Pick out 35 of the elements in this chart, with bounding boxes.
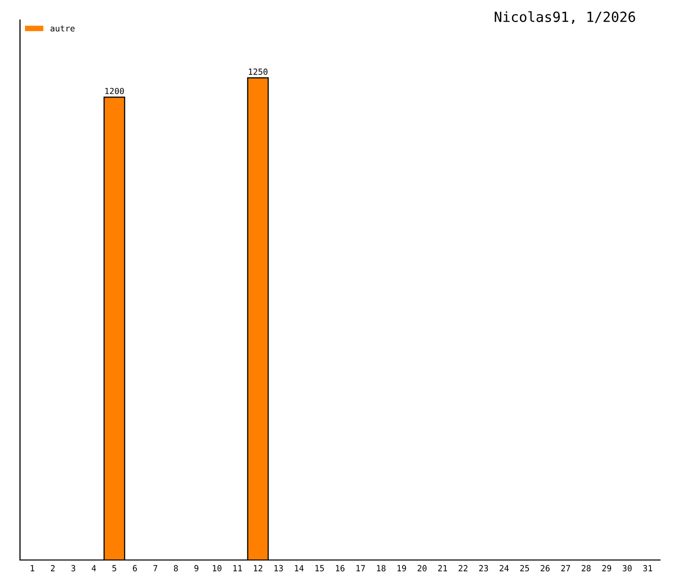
x-tick-label: 8 bbox=[174, 565, 178, 572]
x-tick-label: 15 bbox=[315, 565, 324, 572]
x-tick-label: 12 bbox=[254, 565, 262, 572]
chart-title: Nicolas91, 1/2026 bbox=[494, 11, 636, 24]
x-tick-label: 9 bbox=[194, 565, 198, 572]
data-label: 1200 bbox=[105, 88, 124, 94]
x-tick-label: 6 bbox=[132, 565, 137, 572]
x-tick-label: 16 bbox=[336, 565, 344, 572]
x-tick-label: 21 bbox=[438, 565, 448, 572]
x-tick-label: 18 bbox=[377, 565, 386, 572]
x-tick-label: 3 bbox=[71, 565, 76, 572]
x-tick-label: 24 bbox=[500, 565, 509, 572]
x-tick-label: 1 bbox=[30, 565, 34, 572]
x-tick-label: 28 bbox=[582, 565, 591, 572]
x-tick-label: 17 bbox=[356, 565, 365, 572]
x-tick-label: 11 bbox=[233, 565, 242, 572]
x-tick-label: 14 bbox=[294, 565, 304, 572]
x-tick-label: 10 bbox=[212, 565, 222, 572]
x-tick-label: 23 bbox=[479, 565, 488, 572]
x-tick-label: 22 bbox=[458, 565, 468, 572]
x-tick-label: 5 bbox=[112, 565, 116, 572]
x-tick-label: 4 bbox=[92, 565, 96, 572]
data-label: 1250 bbox=[248, 68, 268, 75]
x-tick-label: 30 bbox=[622, 565, 632, 572]
x-tick-label: 27 bbox=[561, 565, 570, 572]
x-tick-label: 26 bbox=[540, 565, 550, 572]
x-tick-label: 25 bbox=[520, 565, 529, 572]
x-tick-label: 20 bbox=[418, 565, 427, 572]
x-tick-label: 31 bbox=[643, 565, 652, 572]
x-tick-label: 19 bbox=[398, 565, 406, 572]
x-tick-label: 2 bbox=[50, 565, 55, 572]
legend-label: autre bbox=[50, 26, 75, 32]
x-tick-label: 29 bbox=[602, 565, 612, 572]
x-tick-label: 13 bbox=[274, 565, 283, 572]
x-tick-label: 7 bbox=[153, 565, 158, 572]
